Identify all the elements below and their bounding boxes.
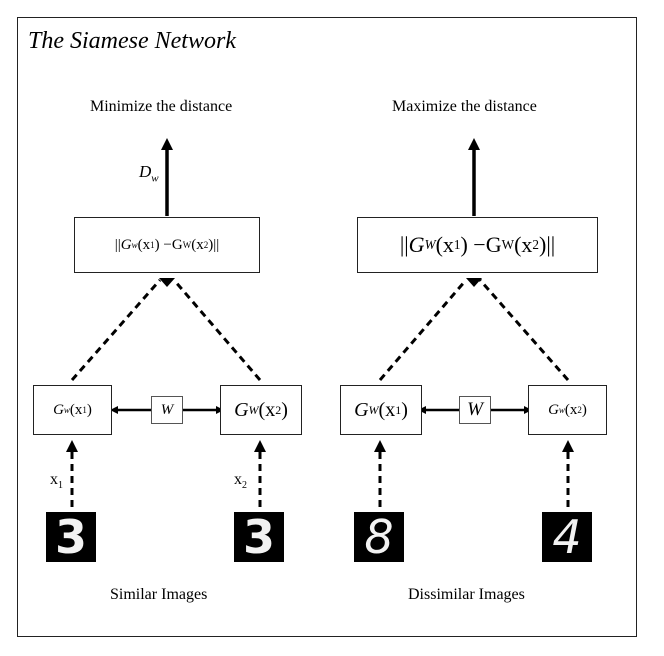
right-dashed-converge-b [478,279,570,381]
distance-label: Dw [139,162,159,185]
left-weights-box: W [151,396,183,424]
right-caption-top: Maximize the distance [392,98,537,115]
digit-image-right-b: 4 [542,512,592,562]
right-weights-box: W [459,396,491,424]
left-dashed-converge-b [172,279,262,381]
diagram-frame [17,17,637,637]
digit-image-left-a: 3 [46,512,96,562]
right-network-x1-box: G W(x 1) [340,385,422,435]
right-caption-bottom: Dissimilar Images [408,586,525,603]
diagram-title: The Siamese Network [28,28,236,54]
left-caption-bottom: Similar Images [110,586,208,603]
left-network-x2-box: G W(x 2) [220,385,302,435]
right-dashed-converge-a [378,279,468,381]
left-apex-arrowhead [159,278,175,287]
left-caption-top: Minimize the distance [90,98,233,115]
left-x1-label: x1 [50,471,63,492]
left-x2-label: x2 [234,471,247,492]
right-distance-box: || G W(x 1) − G W(x 2) || [357,217,598,273]
left-dashed-converge-a [70,279,162,381]
right-apex-arrowhead [466,278,482,287]
digit-image-right-a: 8 [354,512,404,562]
digit-image-left-b: 3 [234,512,284,562]
